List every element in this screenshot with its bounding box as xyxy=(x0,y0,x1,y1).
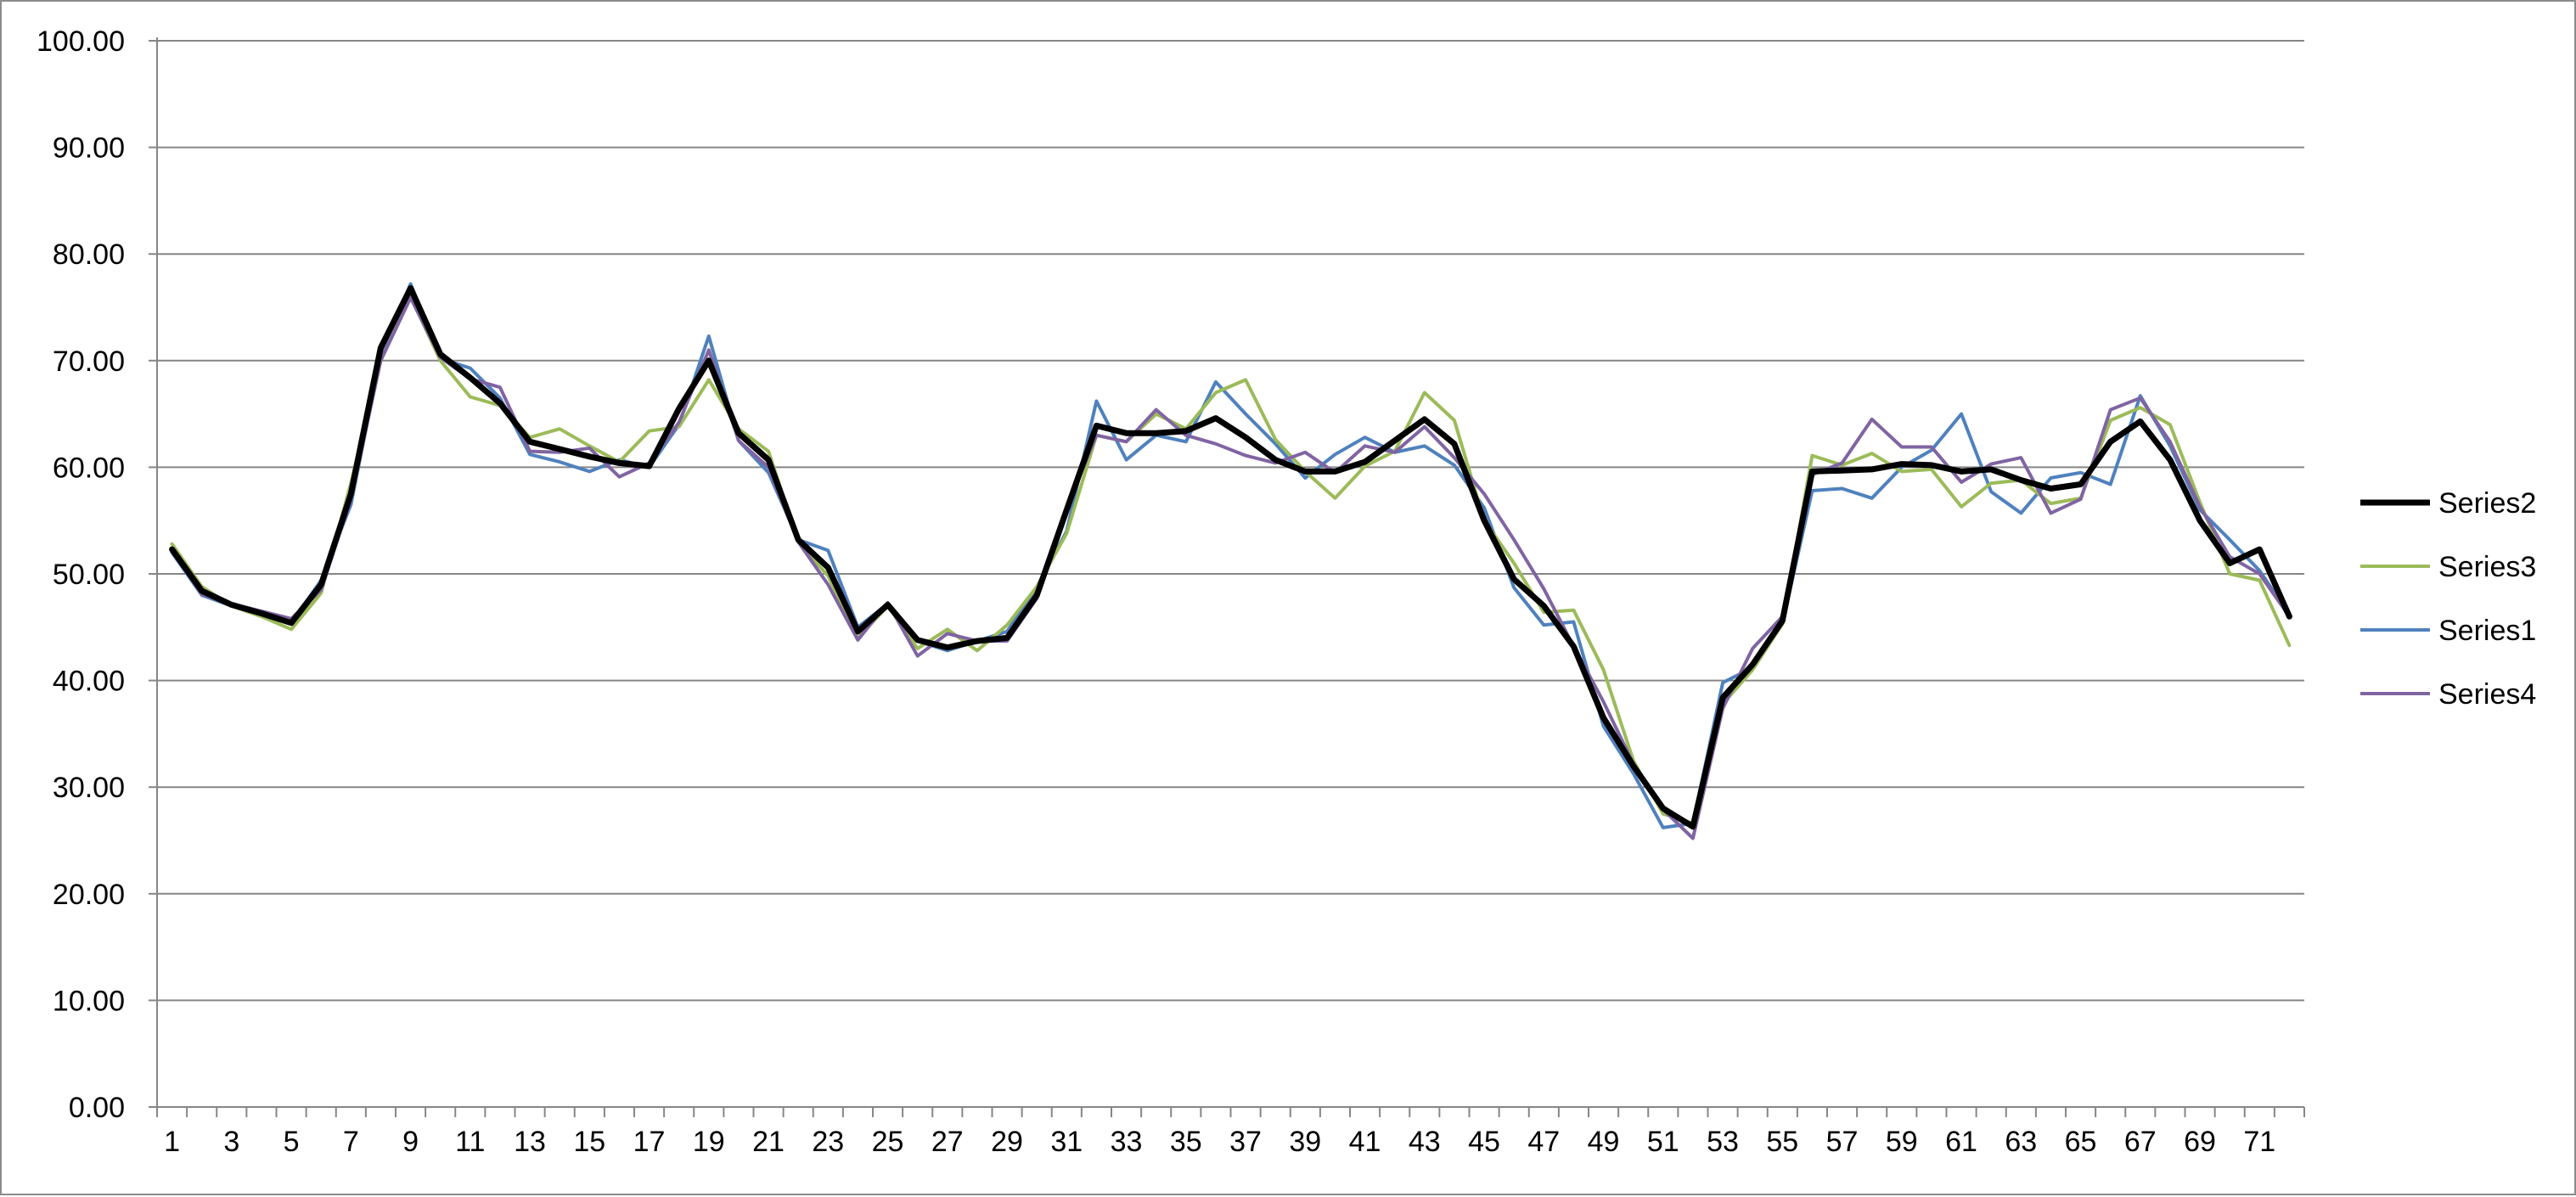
x-tick-label: 1 xyxy=(164,1126,180,1158)
y-tick-label: 30.00 xyxy=(53,772,125,804)
x-tick-label: 29 xyxy=(991,1126,1023,1158)
x-tick-label: 21 xyxy=(752,1126,785,1158)
legend: Series2 Series3 Series1 Series4 xyxy=(2360,487,2536,711)
x-tick-label: 11 xyxy=(455,1126,485,1158)
x-tick-label: 17 xyxy=(633,1126,666,1158)
legend-label-series2: Series2 xyxy=(2438,487,2536,520)
x-tick-label: 65 xyxy=(2065,1126,2097,1158)
y-tick-label: 100.00 xyxy=(37,25,125,58)
y-tick-label: 0.00 xyxy=(69,1092,125,1124)
series-line-series3 xyxy=(170,295,2292,825)
x-tick-label: 13 xyxy=(514,1126,546,1158)
y-tick-label: 90.00 xyxy=(53,132,125,165)
x-tick-label: 51 xyxy=(1647,1126,1679,1158)
x-tick-label: 43 xyxy=(1409,1126,1441,1158)
x-tick-label: 37 xyxy=(1229,1126,1262,1158)
x-tick-label: 39 xyxy=(1289,1126,1321,1158)
gridlines xyxy=(157,40,2304,1002)
x-tick-label: 9 xyxy=(402,1126,419,1158)
x-tick-label: 15 xyxy=(573,1126,605,1158)
x-tick-label: 27 xyxy=(931,1126,964,1158)
x-tick-label: 61 xyxy=(1945,1126,1977,1158)
x-tick-label: 59 xyxy=(1886,1126,1918,1158)
x-tick-label: 23 xyxy=(812,1126,844,1158)
legend-label-series4: Series4 xyxy=(2438,678,2536,711)
x-tick-label: 71 xyxy=(2243,1126,2275,1158)
x-tick-label: 57 xyxy=(1826,1126,1859,1158)
legend-label-series1: Series1 xyxy=(2438,615,2536,647)
x-tick-label: 7 xyxy=(343,1126,359,1158)
x-tick-label: 35 xyxy=(1170,1126,1202,1158)
axes xyxy=(149,37,2305,1117)
y-tick-label: 20.00 xyxy=(53,879,125,911)
series-line-series1 xyxy=(170,282,2292,829)
legend-label-series3: Series3 xyxy=(2438,551,2536,583)
x-tick-label: 49 xyxy=(1588,1126,1620,1158)
x-tick-label: 63 xyxy=(2005,1126,2037,1158)
y-tick-label: 70.00 xyxy=(53,346,125,378)
x-tick-label: 19 xyxy=(693,1126,725,1158)
x-tick-label: 47 xyxy=(1527,1126,1560,1158)
y-tick-label: 50.00 xyxy=(53,559,125,591)
x-tick-label: 3 xyxy=(223,1126,239,1158)
series-line-series2 xyxy=(169,284,2292,830)
y-tick-label: 40.00 xyxy=(53,666,125,698)
x-tick-label: 53 xyxy=(1707,1126,1739,1158)
x-tick-label: 55 xyxy=(1766,1126,1798,1158)
y-axis-tick-labels: 0.00 10.00 20.00 30.00 40.00 50.00 60.00 70.00 8… xyxy=(37,25,125,1124)
y-tick-label: 10.00 xyxy=(53,985,125,1017)
x-tick-label: 31 xyxy=(1050,1126,1083,1158)
x-tick-label: 67 xyxy=(2124,1126,2157,1158)
series-lines xyxy=(169,282,2292,840)
y-tick-label: 60.00 xyxy=(53,452,125,484)
x-tick-label: 45 xyxy=(1468,1126,1500,1158)
series-line-series4 xyxy=(170,295,2292,840)
y-tick-label: 80.00 xyxy=(53,239,125,271)
x-tick-label: 33 xyxy=(1111,1126,1143,1158)
x-tick-label: 25 xyxy=(872,1126,904,1158)
x-tick-label: 5 xyxy=(284,1126,300,1158)
x-tick-label: 69 xyxy=(2184,1126,2216,1158)
x-tick-label: 41 xyxy=(1349,1126,1381,1158)
x-axis-tick-labels: 1 3 5 7 9 11 13 15 17 19 21 23 25 27 29 31 33 35 37 39 41 43 4… xyxy=(164,1126,2275,1158)
